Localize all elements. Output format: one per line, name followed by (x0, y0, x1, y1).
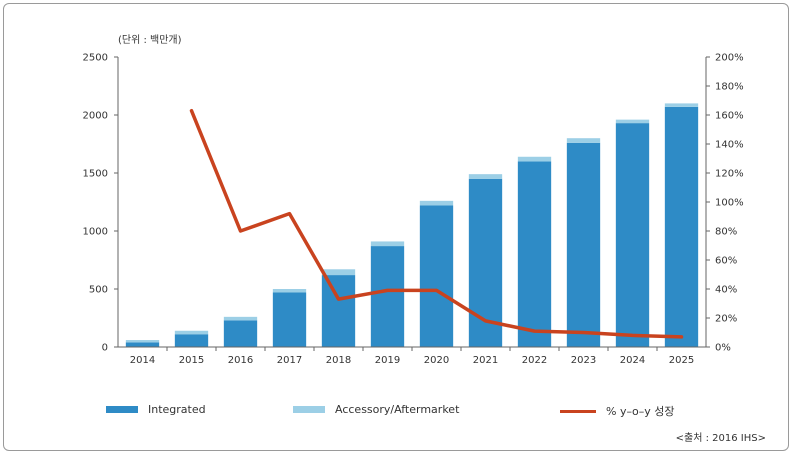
bar-integrated (321, 275, 356, 347)
right-tick-label: 160% (715, 111, 744, 122)
axes-layer: 0 500 1000 1500 2000 2500 0% 20% 40% 60% 80% 100% 12… (83, 53, 744, 367)
bar-accessory (223, 316, 258, 321)
x-tick-label: 2020 (424, 355, 449, 366)
bar-layer (125, 103, 699, 348)
bar-accessory (125, 340, 160, 343)
x-tick-label: 2015 (179, 355, 204, 366)
legend-label-integrated: Integrated (148, 403, 206, 416)
bar-accessory (321, 269, 356, 276)
left-tick-label: 0 (102, 343, 108, 354)
right-tick-label: 140% (715, 140, 744, 151)
left-tick-label: 2000 (83, 111, 108, 122)
right-tick-label: 60% (715, 256, 737, 267)
bar-accessory (370, 241, 405, 247)
right-tick-label: 120% (715, 169, 744, 180)
bar-integrated (566, 142, 601, 347)
legend-item-growth: % y–o–y 성장 (560, 403, 674, 419)
legend-label-accessory: Accessory/Aftermarket (335, 403, 460, 416)
bar-accessory (566, 138, 601, 143)
right-tick-label: 0% (715, 343, 731, 354)
bar-accessory (419, 200, 454, 206)
bar-integrated (664, 106, 699, 347)
legend-item-accessory: Accessory/Aftermarket (293, 403, 459, 416)
x-tick-label: 2014 (130, 355, 155, 366)
bar-accessory (615, 119, 650, 124)
chart-frame (3, 3, 789, 451)
legend-item-integrated: Integrated (106, 403, 206, 416)
x-tick-label: 2023 (571, 355, 596, 366)
right-tick-label: 100% (715, 198, 744, 209)
right-tick-label: 40% (715, 285, 737, 296)
right-tick-label: 200% (715, 53, 744, 64)
x-tick-label: 2019 (375, 355, 400, 366)
legend-swatch-integrated (106, 406, 138, 413)
bar-integrated (419, 205, 454, 347)
bar-accessory (272, 289, 307, 293)
line-layer (189, 108, 684, 339)
x-tick-label: 2022 (522, 355, 547, 366)
right-tick-label: 180% (715, 82, 744, 93)
x-tick-label: 2021 (473, 355, 498, 366)
bar-accessory (664, 103, 699, 107)
x-tick-label: 2017 (277, 355, 302, 366)
bar-integrated (370, 246, 405, 347)
bar-accessory (517, 156, 552, 162)
bar-accessory (174, 330, 209, 335)
left-tick-label: 500 (89, 285, 108, 296)
unit-label: (단위 : 백만개) (118, 35, 182, 46)
right-tick-label: 80% (715, 227, 737, 238)
bar-accessory (468, 174, 503, 179)
right-tick-label: 20% (715, 314, 737, 325)
bar-integrated (615, 123, 650, 348)
x-tick-label: 2025 (669, 355, 694, 366)
legend-label-growth: % y–o–y 성장 (606, 405, 675, 418)
bar-integrated (517, 161, 552, 347)
legend-swatch-growth (560, 409, 596, 413)
left-tick-label: 1500 (83, 169, 108, 180)
source-note: <출처 : 2016 IHS> (675, 433, 766, 444)
growth-line (189, 108, 684, 339)
bar-integrated (174, 334, 209, 347)
left-tick-label: 2500 (83, 53, 108, 64)
bar-integrated (223, 320, 258, 347)
x-tick-label: 2016 (228, 355, 253, 366)
bar-integrated (125, 342, 160, 347)
x-tick-label: 2024 (620, 355, 645, 366)
left-tick-label: 1000 (83, 227, 108, 238)
bar-integrated (272, 292, 307, 347)
x-tick-label: 2018 (326, 355, 351, 366)
legend-swatch-accessory (293, 406, 325, 413)
